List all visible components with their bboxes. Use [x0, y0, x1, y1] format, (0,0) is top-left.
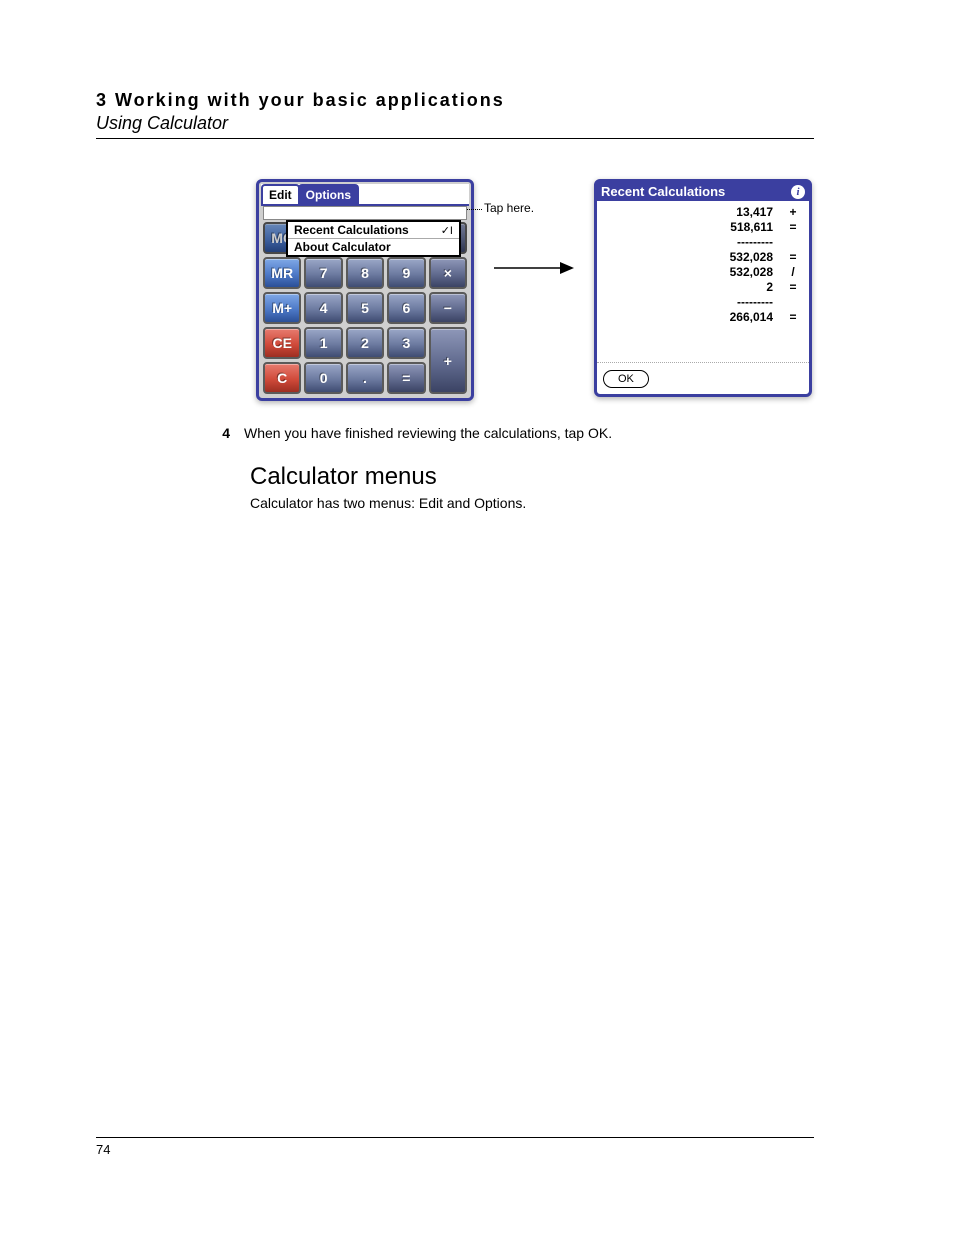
menu-shortcut-glyph: ✓I — [441, 224, 453, 237]
key-6[interactable]: 6 — [387, 292, 425, 324]
section-title: Using Calculator — [96, 113, 814, 134]
recent-row: 266,014= — [607, 310, 799, 325]
recent-row: 2= — [607, 280, 799, 295]
key-equals[interactable]: = — [387, 362, 425, 394]
recent-calculations-window: Recent Calculations i 13,417+ 518,611= -… — [594, 179, 812, 397]
key-multiply[interactable]: × — [429, 257, 467, 289]
menu-item-label: Recent Calculations — [294, 223, 409, 237]
recent-titlebar: Recent Calculations i — [597, 182, 809, 201]
key-c[interactable]: C — [263, 362, 301, 394]
recent-row: --------- — [607, 295, 799, 310]
menu-edit[interactable]: Edit — [261, 184, 300, 204]
info-icon[interactable]: i — [791, 185, 805, 199]
menu-item-about-calculator[interactable]: About Calculator — [288, 238, 459, 255]
subsection-text: Calculator has two menus: Edit and Optio… — [250, 495, 814, 511]
step-text: When you have finished reviewing the cal… — [244, 425, 814, 441]
key-mr[interactable]: MR — [263, 257, 301, 289]
key-0[interactable]: 0 — [304, 362, 342, 394]
recent-row: 532,028= — [607, 250, 799, 265]
recent-row: 532,028/ — [607, 265, 799, 280]
calculator-window: Edit Options Recent Calculations ✓I Abou… — [256, 179, 474, 401]
calculator-display — [263, 206, 467, 220]
key-4[interactable]: 4 — [304, 292, 342, 324]
key-dot[interactable]: . — [346, 362, 384, 394]
key-5[interactable]: 5 — [346, 292, 384, 324]
calculator-menubar: Edit Options — [261, 184, 469, 206]
recent-row: 518,611= — [607, 220, 799, 235]
key-mplus[interactable]: M+ — [263, 292, 301, 324]
key-8[interactable]: 8 — [346, 257, 384, 289]
key-9[interactable]: 9 — [387, 257, 425, 289]
recent-title-text: Recent Calculations — [601, 184, 725, 199]
chapter-title: 3 Working with your basic applications — [96, 90, 814, 111]
ok-button[interactable]: OK — [603, 370, 649, 388]
recent-row: 13,417+ — [607, 205, 799, 220]
step-number: 4 — [96, 425, 244, 441]
subsection-heading: Calculator menus — [250, 463, 814, 491]
key-minus[interactable]: − — [429, 292, 467, 324]
key-ce[interactable]: CE — [263, 327, 301, 359]
arrow-right-icon — [494, 260, 574, 276]
menu-item-recent-calculations[interactable]: Recent Calculations ✓I — [288, 222, 459, 238]
figure-row: Edit Options Recent Calculations ✓I Abou… — [256, 179, 814, 401]
menu-options[interactable]: Options — [298, 184, 359, 204]
key-plus[interactable]: + — [429, 327, 467, 394]
callout-tap-here: Tap here. — [484, 201, 534, 215]
header-rule — [96, 138, 814, 139]
key-1[interactable]: 1 — [304, 327, 342, 359]
recent-row: --------- — [607, 235, 799, 250]
recent-body: 13,417+ 518,611= --------- 532,028= 532,… — [597, 201, 809, 362]
key-2[interactable]: 2 — [346, 327, 384, 359]
menu-item-label: About Calculator — [294, 240, 391, 254]
key-7[interactable]: 7 — [304, 257, 342, 289]
page-number: 74 — [96, 1142, 110, 1157]
key-3[interactable]: 3 — [387, 327, 425, 359]
page-footer: 74 — [96, 1137, 814, 1157]
